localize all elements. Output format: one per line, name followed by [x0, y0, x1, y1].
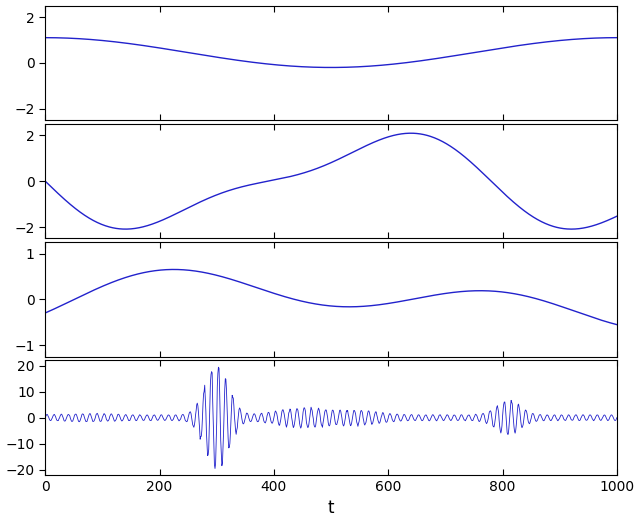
- X-axis label: t: t: [328, 499, 334, 517]
